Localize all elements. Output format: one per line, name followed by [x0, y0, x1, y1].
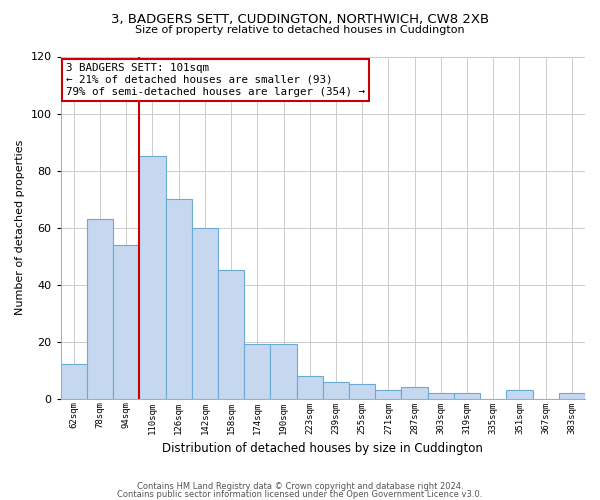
Bar — [87, 219, 113, 398]
Bar — [559, 393, 585, 398]
Text: 3, BADGERS SETT, CUDDINGTON, NORTHWICH, CW8 2XB: 3, BADGERS SETT, CUDDINGTON, NORTHWICH, … — [111, 12, 489, 26]
X-axis label: Distribution of detached houses by size in Cuddington: Distribution of detached houses by size … — [163, 442, 483, 455]
Bar — [454, 393, 480, 398]
Text: Size of property relative to detached houses in Cuddington: Size of property relative to detached ho… — [135, 25, 465, 35]
Bar — [192, 228, 218, 398]
Bar — [271, 344, 296, 399]
Bar — [296, 376, 323, 398]
Bar — [428, 393, 454, 398]
Bar — [323, 382, 349, 398]
Bar — [401, 387, 428, 398]
Y-axis label: Number of detached properties: Number of detached properties — [15, 140, 25, 316]
Bar — [218, 270, 244, 398]
Bar — [244, 344, 271, 399]
Bar — [113, 244, 139, 398]
Bar — [506, 390, 533, 398]
Text: Contains HM Land Registry data © Crown copyright and database right 2024.: Contains HM Land Registry data © Crown c… — [137, 482, 463, 491]
Bar — [139, 156, 166, 398]
Text: 3 BADGERS SETT: 101sqm
← 21% of detached houses are smaller (93)
79% of semi-det: 3 BADGERS SETT: 101sqm ← 21% of detached… — [66, 64, 365, 96]
Bar — [61, 364, 87, 398]
Text: Contains public sector information licensed under the Open Government Licence v3: Contains public sector information licen… — [118, 490, 482, 499]
Bar — [166, 199, 192, 398]
Bar — [375, 390, 401, 398]
Bar — [349, 384, 375, 398]
